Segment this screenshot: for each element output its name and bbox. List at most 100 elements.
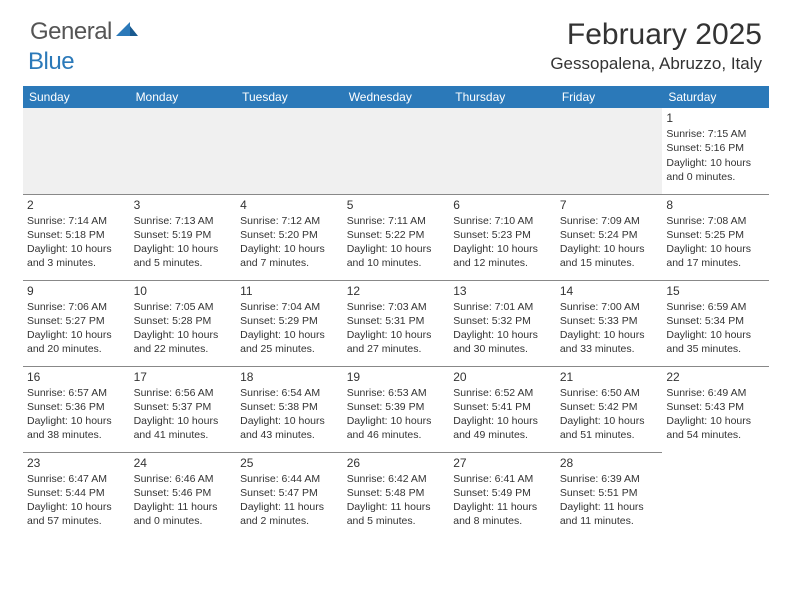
location-text: Gessopalena, Abruzzo, Italy (550, 54, 762, 74)
daylight-text: Daylight: 10 hours and 43 minutes. (240, 414, 339, 442)
sunset-text: Sunset: 5:48 PM (347, 486, 446, 500)
day-number: 17 (134, 369, 233, 385)
day-header: Monday (130, 86, 237, 108)
day-header-row: SundayMondayTuesdayWednesdayThursdayFrid… (23, 86, 769, 108)
sunrise-text: Sunrise: 7:08 AM (666, 214, 765, 228)
sunrise-text: Sunrise: 6:50 AM (560, 386, 659, 400)
daylight-text: Daylight: 10 hours and 12 minutes. (453, 242, 552, 270)
day-number: 26 (347, 455, 446, 471)
sunrise-text: Sunrise: 7:10 AM (453, 214, 552, 228)
daylight-text: Daylight: 11 hours and 8 minutes. (453, 500, 552, 528)
sunset-text: Sunset: 5:36 PM (27, 400, 126, 414)
logo-triangle-icon (116, 20, 138, 41)
day-cell (23, 108, 130, 194)
sunset-text: Sunset: 5:25 PM (666, 228, 765, 242)
day-cell: 7Sunrise: 7:09 AMSunset: 5:24 PMDaylight… (556, 194, 663, 280)
daylight-text: Daylight: 10 hours and 15 minutes. (560, 242, 659, 270)
daylight-text: Daylight: 10 hours and 22 minutes. (134, 328, 233, 356)
sunrise-text: Sunrise: 7:09 AM (560, 214, 659, 228)
daylight-text: Daylight: 10 hours and 17 minutes. (666, 242, 765, 270)
week-row: 2Sunrise: 7:14 AMSunset: 5:18 PMDaylight… (23, 194, 769, 280)
daylight-text: Daylight: 10 hours and 33 minutes. (560, 328, 659, 356)
month-title: February 2025 (550, 18, 762, 52)
day-cell: 10Sunrise: 7:05 AMSunset: 5:28 PMDayligh… (130, 280, 237, 366)
day-cell (343, 108, 450, 194)
day-number: 9 (27, 283, 126, 299)
day-number: 5 (347, 197, 446, 213)
daylight-text: Daylight: 10 hours and 20 minutes. (27, 328, 126, 356)
sunrise-text: Sunrise: 6:56 AM (134, 386, 233, 400)
day-cell: 27Sunrise: 6:41 AMSunset: 5:49 PMDayligh… (449, 452, 556, 538)
sunset-text: Sunset: 5:34 PM (666, 314, 765, 328)
week-row: 23Sunrise: 6:47 AMSunset: 5:44 PMDayligh… (23, 452, 769, 538)
sunrise-text: Sunrise: 7:04 AM (240, 300, 339, 314)
daylight-text: Daylight: 10 hours and 5 minutes. (134, 242, 233, 270)
logo-text-general: General (30, 18, 112, 46)
day-cell: 20Sunrise: 6:52 AMSunset: 5:41 PMDayligh… (449, 366, 556, 452)
day-cell: 5Sunrise: 7:11 AMSunset: 5:22 PMDaylight… (343, 194, 450, 280)
day-number: 3 (134, 197, 233, 213)
day-cell: 18Sunrise: 6:54 AMSunset: 5:38 PMDayligh… (236, 366, 343, 452)
day-cell (130, 108, 237, 194)
sunset-text: Sunset: 5:19 PM (134, 228, 233, 242)
sunset-text: Sunset: 5:16 PM (666, 141, 765, 155)
day-number: 22 (666, 369, 765, 385)
sunrise-text: Sunrise: 7:14 AM (27, 214, 126, 228)
day-cell: 28Sunrise: 6:39 AMSunset: 5:51 PMDayligh… (556, 452, 663, 538)
day-number: 11 (240, 283, 339, 299)
daylight-text: Daylight: 10 hours and 0 minutes. (666, 156, 765, 184)
day-cell: 17Sunrise: 6:56 AMSunset: 5:37 PMDayligh… (130, 366, 237, 452)
day-cell: 12Sunrise: 7:03 AMSunset: 5:31 PMDayligh… (343, 280, 450, 366)
sunset-text: Sunset: 5:22 PM (347, 228, 446, 242)
calendar-table: SundayMondayTuesdayWednesdayThursdayFrid… (23, 86, 769, 538)
daylight-text: Daylight: 10 hours and 30 minutes. (453, 328, 552, 356)
day-header: Saturday (662, 86, 769, 108)
sunrise-text: Sunrise: 7:12 AM (240, 214, 339, 228)
sunrise-text: Sunrise: 7:01 AM (453, 300, 552, 314)
sunrise-text: Sunrise: 7:06 AM (27, 300, 126, 314)
header: General February 2025 Gessopalena, Abruz… (0, 0, 792, 82)
day-cell: 13Sunrise: 7:01 AMSunset: 5:32 PMDayligh… (449, 280, 556, 366)
title-block: February 2025 Gessopalena, Abruzzo, Ital… (550, 18, 762, 74)
daylight-text: Daylight: 10 hours and 57 minutes. (27, 500, 126, 528)
sunrise-text: Sunrise: 7:15 AM (666, 127, 765, 141)
day-cell (449, 108, 556, 194)
day-number: 25 (240, 455, 339, 471)
daylight-text: Daylight: 10 hours and 35 minutes. (666, 328, 765, 356)
daylight-text: Daylight: 11 hours and 0 minutes. (134, 500, 233, 528)
day-number: 21 (560, 369, 659, 385)
logo: General (30, 18, 140, 46)
sunrise-text: Sunrise: 6:49 AM (666, 386, 765, 400)
daylight-text: Daylight: 10 hours and 46 minutes. (347, 414, 446, 442)
sunrise-text: Sunrise: 7:00 AM (560, 300, 659, 314)
day-number: 23 (27, 455, 126, 471)
sunrise-text: Sunrise: 6:46 AM (134, 472, 233, 486)
day-header: Tuesday (236, 86, 343, 108)
sunrise-text: Sunrise: 6:42 AM (347, 472, 446, 486)
day-cell: 14Sunrise: 7:00 AMSunset: 5:33 PMDayligh… (556, 280, 663, 366)
sunset-text: Sunset: 5:28 PM (134, 314, 233, 328)
daylight-text: Daylight: 10 hours and 54 minutes. (666, 414, 765, 442)
day-cell: 23Sunrise: 6:47 AMSunset: 5:44 PMDayligh… (23, 452, 130, 538)
sunrise-text: Sunrise: 7:03 AM (347, 300, 446, 314)
daylight-text: Daylight: 10 hours and 25 minutes. (240, 328, 339, 356)
day-cell: 9Sunrise: 7:06 AMSunset: 5:27 PMDaylight… (23, 280, 130, 366)
day-cell (556, 108, 663, 194)
week-row: 16Sunrise: 6:57 AMSunset: 5:36 PMDayligh… (23, 366, 769, 452)
daylight-text: Daylight: 11 hours and 11 minutes. (560, 500, 659, 528)
day-cell: 19Sunrise: 6:53 AMSunset: 5:39 PMDayligh… (343, 366, 450, 452)
day-number: 10 (134, 283, 233, 299)
sunrise-text: Sunrise: 6:41 AM (453, 472, 552, 486)
day-cell: 1Sunrise: 7:15 AMSunset: 5:16 PMDaylight… (662, 108, 769, 194)
day-header: Sunday (23, 86, 130, 108)
day-number: 8 (666, 197, 765, 213)
day-number: 18 (240, 369, 339, 385)
sunset-text: Sunset: 5:24 PM (560, 228, 659, 242)
week-row: 9Sunrise: 7:06 AMSunset: 5:27 PMDaylight… (23, 280, 769, 366)
sunset-text: Sunset: 5:20 PM (240, 228, 339, 242)
sunset-text: Sunset: 5:18 PM (27, 228, 126, 242)
sunset-text: Sunset: 5:43 PM (666, 400, 765, 414)
day-number: 16 (27, 369, 126, 385)
day-cell: 15Sunrise: 6:59 AMSunset: 5:34 PMDayligh… (662, 280, 769, 366)
daylight-text: Daylight: 10 hours and 27 minutes. (347, 328, 446, 356)
